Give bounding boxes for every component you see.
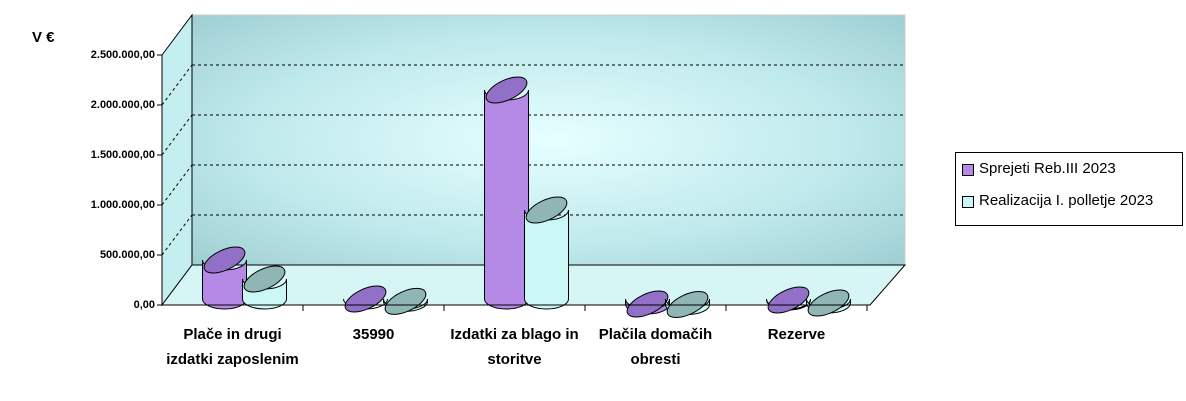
x-tick-label: 35990: [352, 326, 395, 343]
legend-label: Realizacija I. polletje 2023: [979, 192, 1154, 209]
grid-line: [161, 164, 193, 206]
y-axis-title: V €: [32, 29, 55, 46]
grid-line: [161, 64, 193, 106]
cylinder-top: [626, 290, 669, 318]
cylinder-top: [243, 265, 286, 293]
legend-label: Sprejeti Reb.III 2023: [979, 160, 1116, 177]
grid-line: [161, 214, 193, 256]
legend-item: Realizacija I. polletje 2023: [962, 191, 1182, 211]
cylinder-top: [525, 196, 568, 224]
cylinder-top: [485, 76, 528, 104]
x-tick-label: Plače in drugi izdatki zaposlenim: [166, 326, 299, 368]
legend-swatch: [962, 164, 974, 176]
legend-swatch: [962, 196, 974, 208]
y-tick-label: 2.000.000,00: [91, 99, 155, 111]
side-wall: [161, 13, 193, 307]
y-tick-label: 0,00: [134, 299, 155, 311]
cylinder: [484, 89, 529, 310]
cylinder-top: [203, 246, 246, 274]
x-tick-label: Izdatki za blago in storitve: [450, 326, 579, 368]
legend-item: Sprejeti Reb.III 2023: [962, 159, 1182, 179]
legend: Sprejeti Reb.III 2023 Realizacija I. poll…: [955, 152, 1183, 226]
y-tick-label: 1.500.000,00: [91, 149, 155, 161]
x-tick-label: Plačila domačih obresti: [598, 326, 713, 368]
cylinder-top: [767, 286, 810, 314]
y-tick-label: 2.500.000,00: [91, 49, 155, 61]
y-tick-label: 500.000,00: [100, 249, 155, 261]
cylinder: [524, 209, 569, 310]
cylinder-top: [384, 287, 427, 315]
plot: 0,00 500.000,00 1.000.000,00 1.500.000,00 2.…: [91, 49, 905, 318]
y-tick-label: 1.000.000,00: [91, 199, 155, 211]
grid-line: [161, 114, 193, 156]
x-tick-label: Rezerve: [767, 326, 826, 343]
cylinder-top: [807, 289, 850, 317]
